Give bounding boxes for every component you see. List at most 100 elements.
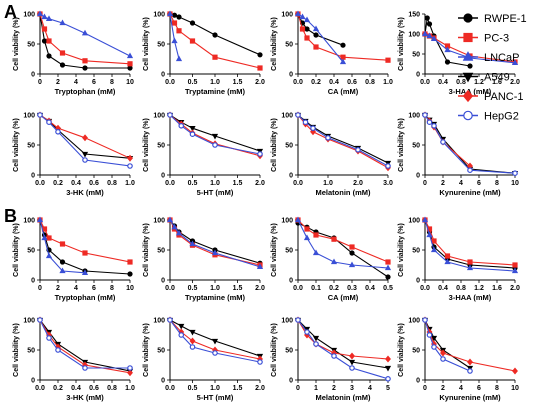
x-tick-label: 3 — [350, 385, 354, 392]
y-tick-label: 0 — [289, 173, 293, 180]
series-line — [39, 219, 131, 263]
y-axis-label: Cell viability (%) — [13, 323, 20, 377]
data-point — [430, 335, 438, 342]
panel-letter-b: B — [4, 206, 17, 226]
data-point — [82, 250, 88, 256]
y-tick-label: 100 — [23, 12, 35, 19]
y-axis-label: Cell viability (%) — [398, 118, 405, 172]
data-point — [440, 356, 446, 362]
data-point — [212, 350, 218, 356]
data-point — [426, 119, 433, 126]
y-tick-label: 100 — [281, 218, 293, 225]
series-line — [297, 13, 389, 61]
x-tick-label: 0.0 — [35, 385, 45, 392]
x-tick-label: 1 — [314, 385, 318, 392]
chart-b-3-haa-mm: 0 50 100 0.0 0.4 0.8 1.2 1.6 2.0 3-HAA (mM) Cell v… — [398, 216, 520, 302]
legend-item-rwpe-1: RWPE-1 — [458, 13, 527, 25]
data-point — [166, 216, 174, 223]
series-line — [424, 219, 516, 272]
data-point — [385, 259, 391, 265]
x-tick-label: 0.4 — [71, 385, 81, 392]
y-tick-label: 100 — [153, 12, 165, 19]
x-axis-label: 5-HT (mM) — [197, 393, 234, 402]
x-tick-label: 6 — [92, 79, 96, 86]
data-point — [430, 35, 438, 41]
x-axis-label: 5-HT (mM) — [197, 188, 234, 197]
data-point — [82, 365, 88, 371]
data-point — [127, 369, 133, 377]
y-axis-label: Cell viability (%) — [271, 17, 278, 71]
series-rwpe-1 — [167, 11, 263, 58]
y-axis-label: Cell viability (%) — [271, 223, 278, 277]
x-tick-label: 4 — [74, 285, 78, 292]
chart-a-tryptophan-mm: 0 50 100 0 2 4 6 8 10 Tryptophan (mM) Cell viabili… — [13, 10, 134, 96]
data-point — [81, 151, 89, 158]
data-point — [189, 240, 196, 247]
data-point — [325, 135, 331, 141]
data-point — [127, 271, 133, 277]
legend-label: PANC-1 — [484, 91, 524, 103]
data-point — [349, 352, 355, 360]
data-point — [171, 223, 178, 230]
data-point — [422, 317, 428, 323]
series-line — [39, 13, 131, 65]
data-point — [355, 147, 361, 153]
data-point — [59, 50, 66, 56]
series-line — [297, 222, 389, 278]
y-tick-label: 100 — [23, 218, 35, 225]
x-axis-label: 3-HAA (mM) — [449, 293, 492, 302]
legend-marker — [462, 72, 474, 83]
data-point — [171, 12, 178, 18]
x-tick-label: 0.4 — [438, 79, 448, 86]
x-tick-label: 2.0 — [353, 180, 363, 187]
x-tick-label: 1.0 — [210, 285, 220, 292]
legend-marker — [463, 13, 473, 23]
x-tick-label: 8 — [495, 385, 499, 392]
y-tick-label: 50 — [285, 42, 293, 49]
data-point — [82, 157, 88, 163]
data-point — [444, 253, 451, 259]
x-tick-label: 4 — [74, 79, 78, 86]
x-tick-label: 0.4 — [438, 285, 448, 292]
x-axis-label: CA (mM) — [328, 293, 359, 302]
data-point — [304, 226, 310, 232]
data-point — [310, 128, 316, 136]
data-point — [41, 26, 48, 32]
x-tick-label: 0.0 — [165, 180, 175, 187]
data-point — [313, 32, 319, 38]
y-tick-label: 0 — [289, 378, 293, 385]
y-tick-label: 0 — [289, 278, 293, 285]
y-tick-label: 50 — [157, 348, 165, 355]
y-tick-label: 50 — [27, 42, 35, 49]
series-line — [297, 319, 389, 380]
y-axis-label: Cell viability (%) — [398, 223, 405, 277]
x-tick-label: 1.5 — [233, 79, 243, 86]
x-tick-label: 2.0 — [255, 180, 265, 187]
y-tick-label: 50 — [412, 143, 420, 150]
series-panc-1 — [295, 316, 391, 363]
x-tick-label: 0.0 — [420, 79, 430, 86]
data-point — [444, 59, 451, 65]
legend: RWPE-1 PC-3 LNCaP A549 PANC-1 HepG2 — [458, 13, 527, 122]
data-point — [440, 139, 446, 145]
x-tick-label: 2.0 — [255, 79, 265, 86]
x-tick-label: 1.2 — [474, 285, 484, 292]
series-rwpe-1 — [167, 217, 263, 266]
x-tick-label: 8 — [110, 285, 114, 292]
data-point — [46, 119, 52, 126]
data-point — [467, 259, 473, 265]
data-point — [339, 58, 347, 65]
data-point — [349, 244, 355, 250]
data-point — [349, 365, 355, 371]
data-point — [126, 52, 134, 59]
legend-label: RWPE-1 — [484, 13, 527, 25]
data-point — [331, 353, 337, 359]
data-point — [127, 61, 133, 67]
x-tick-label: 10 — [511, 180, 519, 187]
data-point — [348, 359, 356, 366]
series-line — [297, 319, 389, 369]
series-a549 — [294, 317, 392, 372]
y-tick-label: 50 — [27, 248, 35, 255]
series-rwpe-1 — [37, 217, 133, 277]
